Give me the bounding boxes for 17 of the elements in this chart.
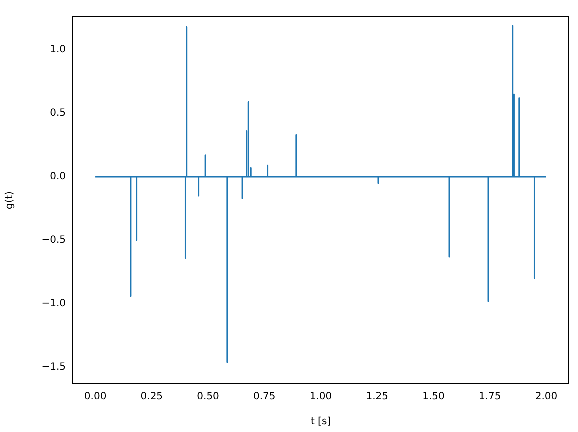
x-tick-label: 1.50	[422, 392, 445, 403]
y-tick-label: −1.0	[42, 298, 66, 310]
x-tick-label: 0.50	[197, 392, 220, 403]
y-tick-label: 0.0	[50, 172, 66, 183]
y-tick-label: 0.5	[50, 108, 66, 120]
x-tick-label: 0.00	[84, 392, 107, 403]
x-tick-label: 0.75	[254, 392, 276, 403]
x-tick-label: 1.25	[366, 392, 388, 403]
y-tick-label: −1.5	[42, 362, 66, 374]
x-axis-title: t [s]	[310, 416, 332, 428]
y-axis-title: g(t)	[4, 191, 16, 210]
y-tick-label: 1.0	[50, 44, 66, 56]
x-tick-label: 2.00	[535, 392, 558, 403]
y-tick-label: −0.5	[42, 235, 66, 246]
x-tick-label: 1.75	[478, 392, 502, 403]
x-tick-label: 0.25	[140, 392, 164, 403]
x-tick-label: 1.00	[310, 392, 332, 403]
